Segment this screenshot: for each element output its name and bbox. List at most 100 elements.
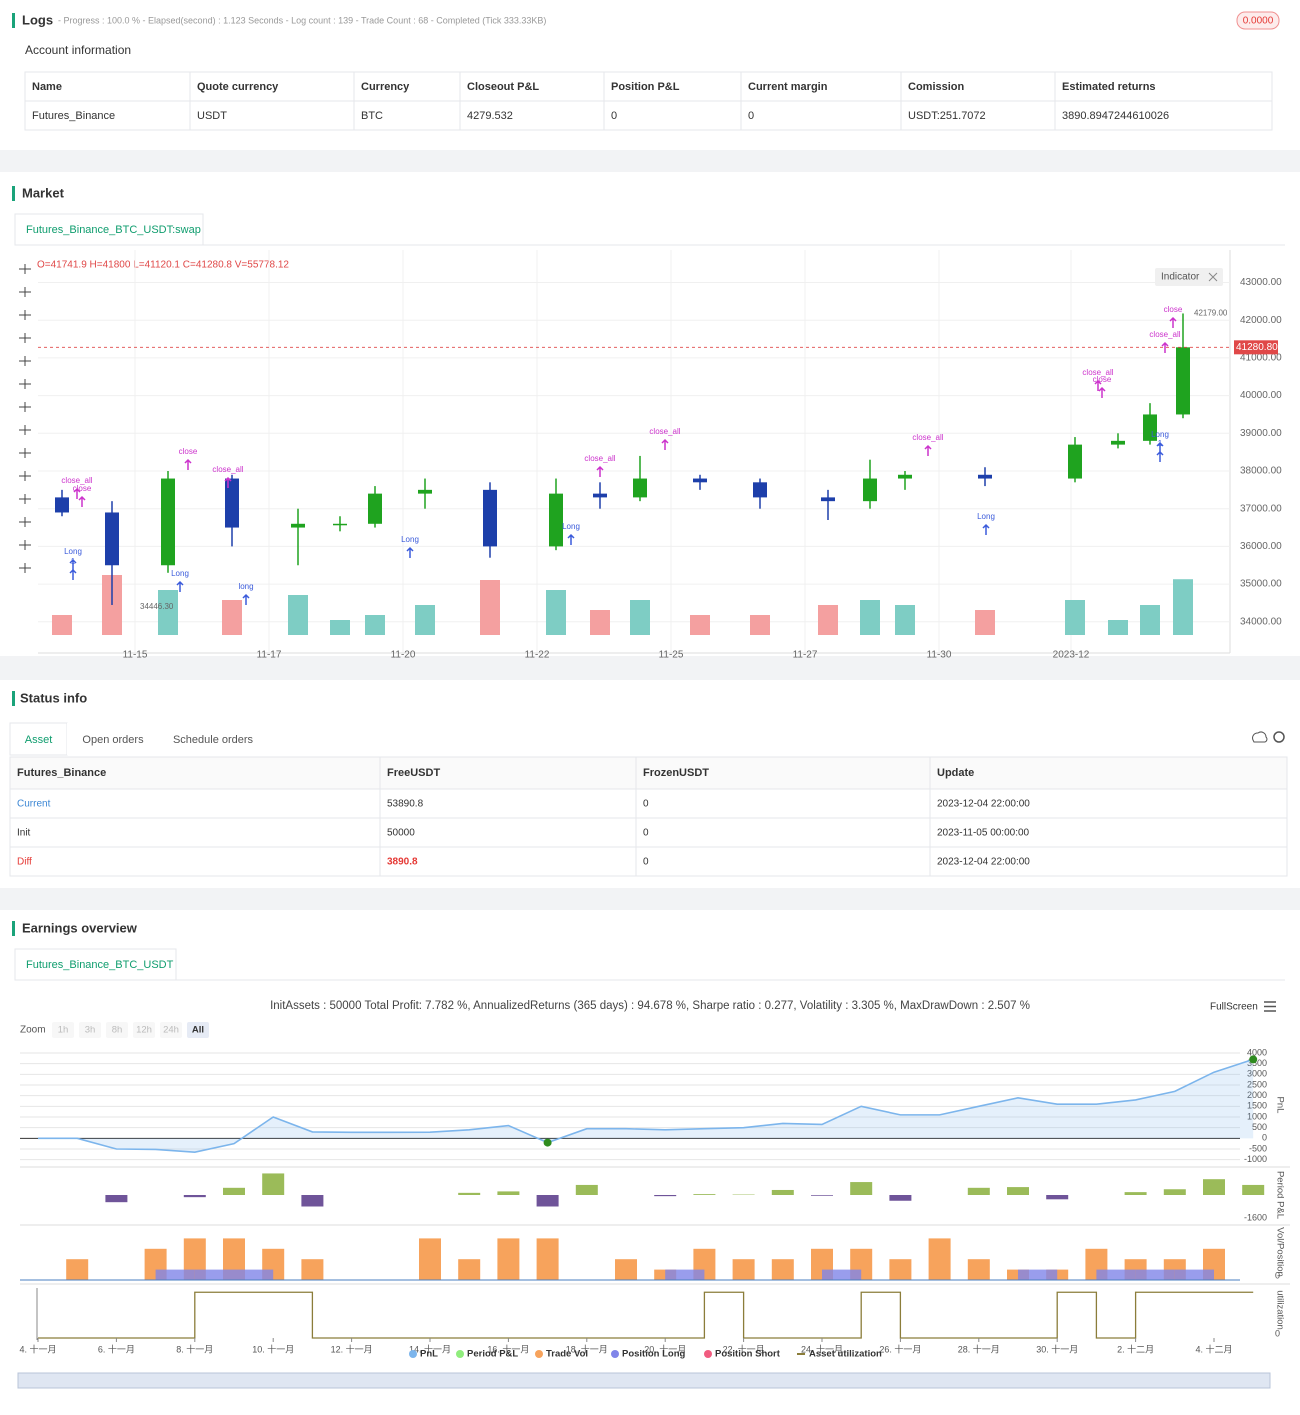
y-tick-label: 0 <box>1262 1133 1267 1143</box>
candle-body <box>55 497 69 512</box>
tab-label[interactable]: Asset <box>25 734 53 746</box>
cloud-icon[interactable] <box>1253 732 1267 742</box>
volume-bar <box>1065 600 1085 635</box>
candle-body <box>898 475 912 479</box>
column-header: Name <box>32 81 62 93</box>
table-cell: 2023-12-04 22:00:00 <box>937 799 1030 810</box>
period-pnl-bar <box>772 1190 794 1195</box>
volume-bar <box>690 615 710 635</box>
period-pnl-bar <box>223 1188 245 1195</box>
vol-position-bar <box>889 1259 911 1280</box>
table-cell: 53890.8 <box>387 799 424 810</box>
toolbar-icon[interactable] <box>19 402 31 412</box>
column-header: Currency <box>361 81 410 93</box>
table-cell: Diff <box>17 857 32 868</box>
section-marker <box>12 921 15 936</box>
vol-position-bar <box>1175 1270 1214 1280</box>
signal-label: Long <box>562 522 580 531</box>
volume-bar <box>975 610 995 635</box>
table-cell: Init <box>17 828 31 839</box>
period-pnl-bar <box>850 1182 872 1195</box>
x-tick-label: 8. 十一月 <box>176 1343 213 1354</box>
menu-icon[interactable] <box>1264 1002 1276 1011</box>
tab-label[interactable]: Futures_Binance_BTC_USDT <box>26 959 174 971</box>
volume-bar <box>52 615 72 635</box>
toolbar-icon[interactable] <box>19 333 31 343</box>
period-pnl-bar <box>184 1195 206 1197</box>
tab-label[interactable]: Futures_Binance_BTC_USDT:swap <box>26 224 201 236</box>
table-cell: 3890.8947244610026 <box>1062 110 1169 122</box>
zoom-button-label[interactable]: 1h <box>58 1025 69 1036</box>
y-tick-label: 40000.00 <box>1240 390 1282 401</box>
table-cell: 0 <box>611 110 617 122</box>
period-pnl-bar <box>301 1195 323 1207</box>
legend-label[interactable]: Asset utilization <box>809 1349 882 1360</box>
tab-label[interactable]: Open orders <box>82 734 144 746</box>
x-tick-label: 11-15 <box>123 650 148 661</box>
toolbar-icon[interactable] <box>19 448 31 458</box>
vol-position-bar <box>234 1270 273 1280</box>
toolbar-icon[interactable] <box>19 356 31 366</box>
zoom-button-label[interactable]: 8h <box>112 1025 123 1036</box>
candle-body <box>593 494 607 498</box>
candle-body <box>291 524 305 528</box>
signal-label: close_all <box>912 433 943 442</box>
pnl-marker <box>544 1139 552 1147</box>
legend-label[interactable]: Position Short <box>715 1349 781 1360</box>
signal-arrow <box>1162 343 1168 353</box>
ohlc-label: O=41741.9 H=41800 L=41120.1 C=41280.8 V=… <box>37 260 289 271</box>
toolbar-icon[interactable] <box>19 471 31 481</box>
candle-body <box>1111 441 1125 445</box>
zoom-button-label[interactable]: All <box>192 1025 204 1036</box>
volume-bar <box>630 600 650 635</box>
candle-body <box>483 490 497 547</box>
tab-label[interactable]: Schedule orders <box>173 734 254 746</box>
toolbar-icon[interactable] <box>19 264 31 274</box>
signal-label: close <box>73 484 92 493</box>
table-cell: Futures_Binance <box>32 110 115 122</box>
y-tick-label: 500 <box>1252 1122 1267 1132</box>
toolbar-icon[interactable] <box>19 517 31 527</box>
volume-bar <box>222 600 242 635</box>
legend-label[interactable]: Period P&L <box>467 1349 518 1360</box>
section-gap <box>0 888 1300 910</box>
column-header: Futures_Binance <box>17 767 106 779</box>
zoom-button-label[interactable]: 3h <box>85 1025 96 1036</box>
toolbar-icon[interactable] <box>19 379 31 389</box>
signal-label: close <box>179 447 198 456</box>
legend-label[interactable]: PnL <box>420 1349 438 1360</box>
toolbar-icon[interactable] <box>19 540 31 550</box>
signal-label: Long <box>64 547 82 556</box>
vol-position-bar <box>195 1270 234 1280</box>
volume-bar <box>590 610 610 635</box>
table-cell: 0 <box>643 857 649 868</box>
zoom-button-label[interactable]: 12h <box>136 1025 152 1036</box>
y-tick-label: 36000.00 <box>1240 541 1282 552</box>
volume-bar <box>1173 579 1193 635</box>
toolbar-icon[interactable] <box>19 287 31 297</box>
fullscreen-button[interactable]: FullScreen <box>1210 1002 1258 1013</box>
indicator-label[interactable]: Indicator <box>1161 272 1200 283</box>
toolbar-icon[interactable] <box>19 310 31 320</box>
legend-label[interactable]: Trade Vol <box>546 1349 588 1360</box>
volume-bar <box>546 590 566 635</box>
toolbar-icon[interactable] <box>19 563 31 573</box>
x-tick-label: 11-27 <box>793 650 818 661</box>
x-tick-label: 26. 十一月 <box>879 1343 921 1354</box>
period-pnl-bar <box>654 1195 676 1196</box>
y-tick-label: -1000 <box>1244 1154 1267 1164</box>
settings-icon[interactable] <box>1274 732 1284 742</box>
vol-position-bar <box>497 1238 519 1280</box>
vol-position-bar <box>66 1259 88 1280</box>
navigator[interactable] <box>18 1373 1270 1388</box>
volume-bar <box>1140 605 1160 635</box>
column-header: Closeout P&L <box>467 81 539 93</box>
legend-label[interactable]: Position Long <box>622 1349 686 1360</box>
table-cell: 2023-12-04 22:00:00 <box>937 857 1030 868</box>
toolbar-icon[interactable] <box>19 425 31 435</box>
zoom-button-label[interactable]: 24h <box>163 1025 179 1036</box>
volume-bar <box>365 615 385 635</box>
badge-text: 0.0000 <box>1243 16 1274 27</box>
toolbar-icon[interactable] <box>19 494 31 504</box>
